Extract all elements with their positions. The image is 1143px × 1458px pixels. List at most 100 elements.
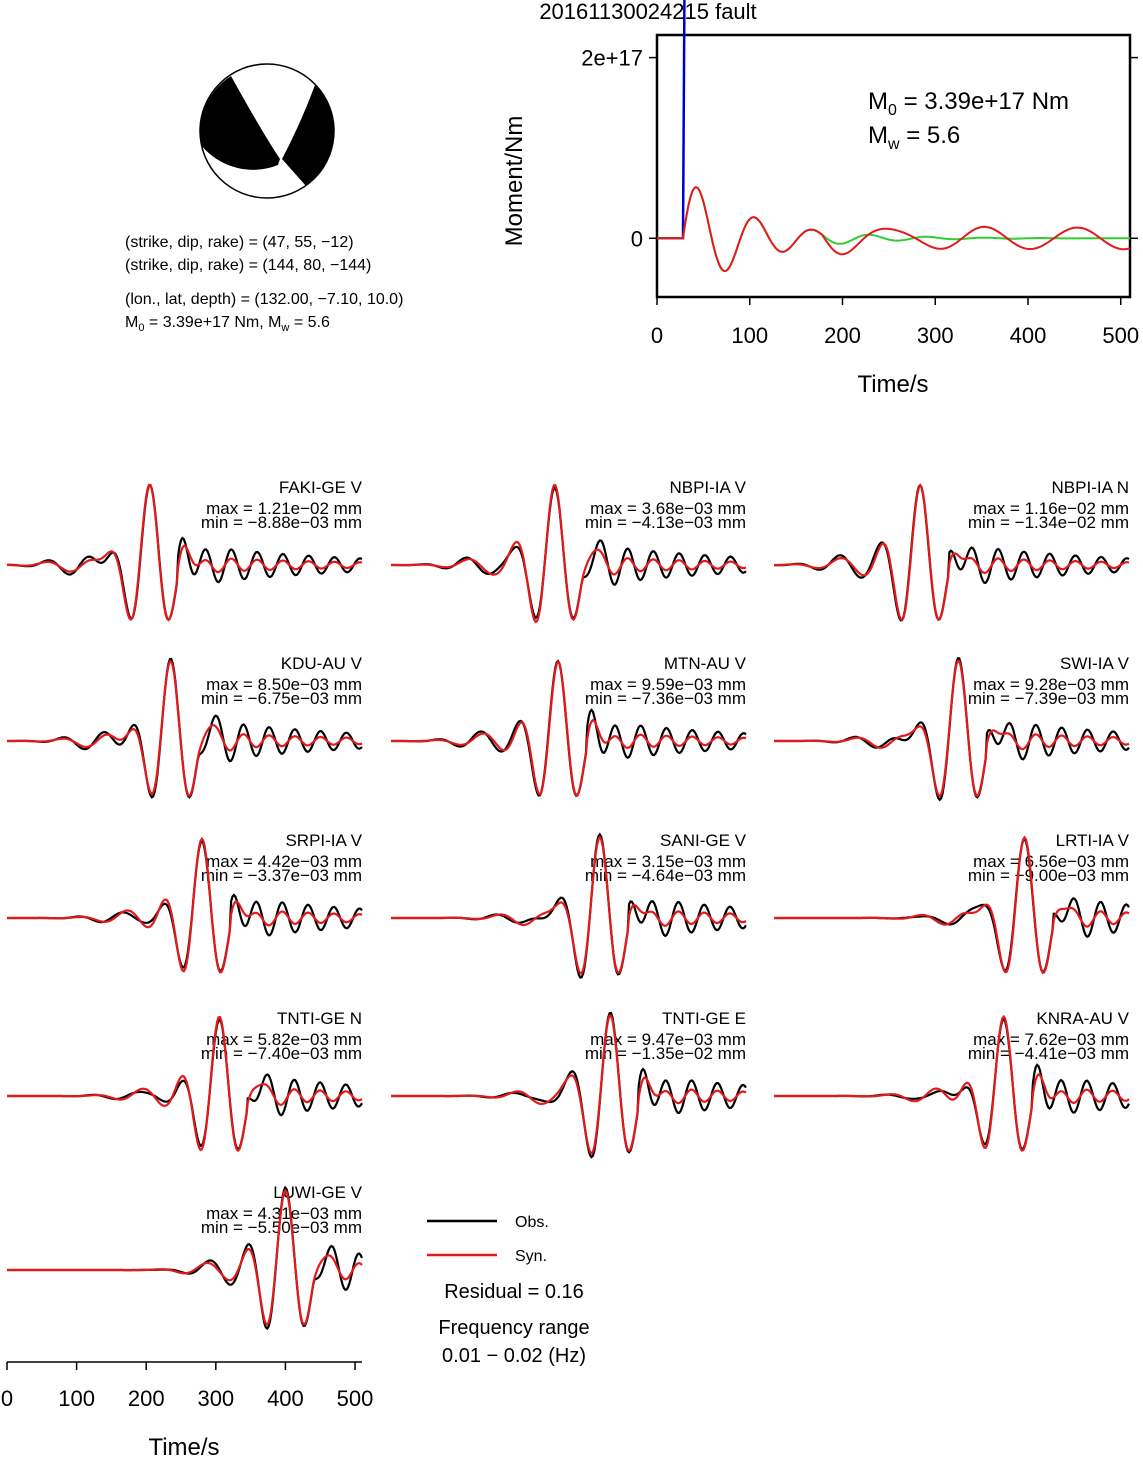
station-name: TNTI-GE E [662,1009,746,1028]
moment-xlabel: Time/s [857,371,928,398]
moment-ylabel: Moment/Nm [501,116,528,247]
station-max: max = 3.15e−03 mm [590,852,746,871]
moment-mw-label: Mw = 5.6 [868,122,960,153]
station-min: min = −8.88e−03 mm [201,513,362,532]
synthetic-waveform-line [7,660,363,798]
moment-plot-frame [655,33,1132,299]
moment-xtick-label: 0 [651,323,663,348]
station-min: min = −1.35e−02 mm [585,1044,746,1063]
location-text: (lon., lat, depth) = (132.00, −7.10, 10.… [125,291,403,308]
synthetic-waveform-line [391,483,747,624]
station-max: max = 9.28e−03 mm [973,675,1129,694]
synthetic-waveform-line [7,483,363,622]
nodal-plane-1: (strike, dip, rake) = (47, 55, −12) [125,234,354,251]
synthetic-waveform-line [774,1014,1130,1152]
moment-xtick-label: 500 [1102,323,1139,348]
station-name: MTN-AU V [664,654,747,673]
moment-xtick-label: 400 [1010,323,1047,348]
station-name: NBPI-IA N [1052,478,1129,497]
synthetic-waveform-line [391,835,747,975]
station-min: min = −4.13e−03 mm [585,513,746,532]
synthetic-waveform-line [391,1014,747,1155]
station-min: min = −7.39e−03 mm [968,689,1129,708]
synthetic-waveform-line [7,836,363,974]
station-name: KNRA-AU V [1036,1009,1129,1028]
station-max: max = 1.21e−02 mm [206,499,362,518]
station-min: min = −7.40e−03 mm [201,1044,362,1063]
station-max: max = 4.42e−03 mm [206,852,362,871]
nodal-plane-2: (strike, dip, rake) = (144, 80, −144) [125,257,371,274]
station-min: min = −1.34e−02 mm [968,513,1129,532]
station-max: max = 5.82e−03 mm [206,1030,362,1049]
synthetic-waveform-line [774,483,1130,622]
frequency-range-title: Frequency range [438,1317,589,1339]
station-max: max = 8.50e−03 mm [206,675,362,694]
frequency-range-value: 0.01 − 0.02 (Hz) [442,1345,586,1367]
legend: Obs. Syn. Residual = 0.16 Frequency rang… [427,1214,590,1367]
station-max: max = 7.62e−03 mm [973,1030,1129,1049]
station-name: LRTI-IA V [1056,831,1130,850]
waveform-xtick-label: 400 [267,1386,304,1411]
waveform-xtick-label: 500 [337,1386,374,1411]
station-min: min = −4.64e−03 mm [585,866,746,885]
station-name: KDU-AU V [281,654,363,673]
moment-xtick-label: 300 [917,323,954,348]
waveform-xtick-label: 0 [1,1386,13,1411]
station-name: LUWI-GE V [273,1183,362,1202]
moment-axes: 0 100 200 300 400 500 0 2e+17 [581,46,1139,348]
station-min: min = −6.75e−03 mm [201,689,362,708]
synthetic-waveform-line [7,1188,363,1326]
station-min: min = −3.37e−03 mm [201,866,362,885]
synthetic-waveform-line [774,659,1130,798]
station-min: min = −9.00e−03 mm [968,866,1129,885]
station-min: min = −4.41e−03 mm [968,1044,1129,1063]
waveform-xtick-label: 300 [197,1386,234,1411]
station-min: min = −7.36e−03 mm [585,689,746,708]
moment-curves [657,0,1131,273]
station-max: max = 1.16e−02 mm [973,499,1129,518]
beachball [199,63,335,199]
waveform-xlabel: Time/s [148,1434,219,1458]
waveform-xtick-label: 100 [58,1386,95,1411]
waveform-xtick-label: 200 [128,1386,165,1411]
station-name: NBPI-IA V [669,478,746,497]
station-min: min = −5.50e−03 mm [201,1218,362,1237]
synthetic-waveform-line [7,1016,363,1153]
station-name: SWI-IA V [1060,654,1130,673]
moment-magnitude-text: M0 = 3.39e+17 Nm, Mw = 5.6 [125,314,330,334]
moment-ytick-label: 2e+17 [581,46,643,71]
station-max: max = 9.59e−03 mm [590,675,746,694]
station-max: max = 4.31e−03 mm [206,1204,362,1223]
legend-obs-label: Obs. [515,1214,549,1231]
residual-text: Residual = 0.16 [444,1281,584,1303]
moment-fit-red-line [657,185,1131,273]
figure-title: 20161130024215 fault [539,0,756,24]
station-name: SANI-GE V [660,831,747,850]
synthetic-waveform-line [391,659,747,797]
station-name: FAKI-GE V [279,478,363,497]
moment-m0-label: M0 = 3.39e+17 Nm [868,88,1069,119]
legend-syn-label: Syn. [515,1248,547,1265]
station-max: max = 6.56e−03 mm [973,852,1129,871]
station-name: TNTI-GE N [277,1009,362,1028]
station-max: max = 3.68e−03 mm [590,499,746,518]
moment-xtick-label: 100 [731,323,768,348]
waveform-time-axis: 0 100 200 300 400 500 [1,1361,374,1411]
moment-xtick-label: 200 [824,323,861,348]
